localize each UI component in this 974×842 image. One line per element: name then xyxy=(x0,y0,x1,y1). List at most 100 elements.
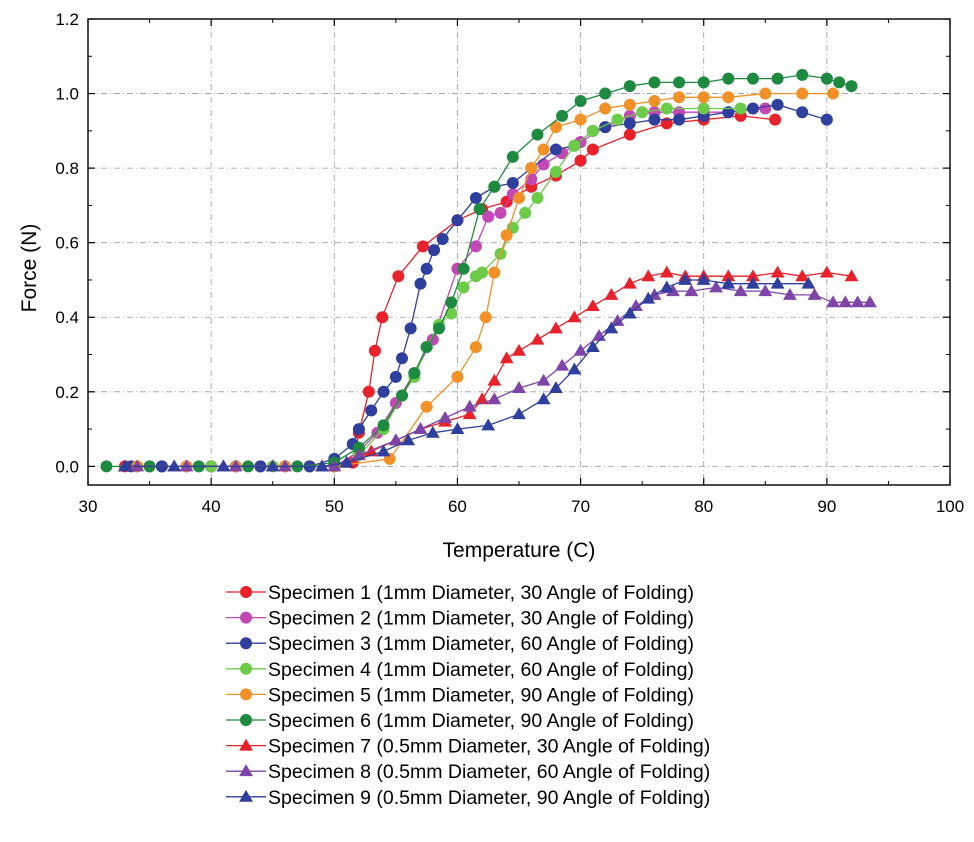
data-point xyxy=(228,459,243,472)
data-point xyxy=(585,340,600,353)
data-point xyxy=(568,139,581,152)
data-point xyxy=(512,407,526,420)
data-point xyxy=(678,273,693,285)
data-point xyxy=(481,418,496,431)
data-point xyxy=(530,332,545,345)
data-point xyxy=(844,269,859,282)
data-point xyxy=(827,87,840,100)
data-point xyxy=(759,102,772,115)
data-point xyxy=(376,444,391,457)
legend-item: Specimen 4 (1mm Diameter, 60 Angle of Fo… xyxy=(226,659,694,681)
data-point xyxy=(722,72,735,85)
data-point xyxy=(845,80,858,93)
data-point xyxy=(377,385,390,398)
data-point xyxy=(734,102,747,115)
legend-item: Specimen 3 (1mm Diameter, 60 Angle of Fo… xyxy=(226,633,694,655)
data-point xyxy=(556,109,569,122)
legend-marker xyxy=(240,637,252,650)
data-point xyxy=(537,143,550,156)
data-point xyxy=(414,277,427,290)
data-point xyxy=(167,459,182,472)
data-point xyxy=(445,307,458,320)
data-point xyxy=(487,373,502,386)
data-point xyxy=(451,214,464,227)
data-point xyxy=(401,433,416,446)
grid xyxy=(88,19,950,485)
data-point xyxy=(531,128,544,141)
data-point xyxy=(696,273,711,285)
data-point xyxy=(506,177,519,190)
legend: Specimen 1 (1mm Diameter, 30 Angle of Fo… xyxy=(226,582,710,809)
data-point xyxy=(648,95,661,108)
data-point xyxy=(100,460,113,473)
data-point xyxy=(482,210,495,223)
data-point xyxy=(475,392,489,405)
data-point xyxy=(746,102,759,115)
data-point xyxy=(648,113,661,126)
legend-label: Specimen 2 (1mm Diameter, 30 Angle of Fo… xyxy=(268,608,694,630)
data-point xyxy=(519,206,532,219)
data-point xyxy=(549,143,562,156)
data-point xyxy=(636,106,649,119)
data-point xyxy=(666,284,680,297)
data-point xyxy=(833,76,846,89)
data-point xyxy=(549,121,562,134)
y-tick-label: 0.8 xyxy=(55,159,79,178)
data-point xyxy=(673,113,686,126)
data-point xyxy=(796,87,809,100)
data-point xyxy=(352,423,365,436)
data-point xyxy=(130,459,145,472)
legend-item: Specimen 1 (1mm Diameter, 30 Angle of Fo… xyxy=(226,582,694,604)
data-point xyxy=(771,72,784,85)
data-point xyxy=(512,343,526,356)
data-point xyxy=(536,373,551,386)
data-point xyxy=(428,244,441,257)
data-point xyxy=(660,117,673,130)
series-line xyxy=(137,286,870,468)
data-point xyxy=(567,310,582,323)
data-point xyxy=(807,287,822,300)
data-point xyxy=(376,311,389,324)
legend-marker xyxy=(239,764,253,777)
data-point xyxy=(623,117,636,130)
data-point xyxy=(795,269,810,282)
data-point xyxy=(629,299,643,312)
legend-label: Specimen 6 (1mm Diameter, 90 Angle of Fo… xyxy=(268,710,694,732)
data-point xyxy=(462,407,477,420)
data-point xyxy=(362,385,375,398)
data-point xyxy=(574,154,587,167)
data-point xyxy=(796,68,809,81)
data-point xyxy=(586,124,599,137)
series-7 xyxy=(118,265,859,472)
data-point xyxy=(567,362,582,375)
data-point xyxy=(746,72,759,85)
x-tick-label: 40 xyxy=(202,497,221,516)
data-point xyxy=(771,98,784,111)
data-point xyxy=(733,284,748,297)
data-point xyxy=(451,370,464,383)
data-point xyxy=(623,98,636,111)
legend-label: Specimen 4 (1mm Diameter, 60 Angle of Fo… xyxy=(268,659,694,681)
x-tick-label: 60 xyxy=(448,497,467,516)
y-tick-label: 0.4 xyxy=(55,308,79,327)
data-point xyxy=(352,441,365,454)
data-point xyxy=(623,80,636,93)
data-point xyxy=(641,269,656,282)
data-point xyxy=(574,113,587,126)
data-point xyxy=(462,399,477,412)
data-point xyxy=(432,322,445,335)
x-tick-label: 100 xyxy=(936,497,964,516)
data-point xyxy=(758,284,773,297)
data-point xyxy=(118,459,132,472)
data-point xyxy=(769,113,782,126)
data-point xyxy=(641,291,656,304)
legend-item: Specimen 7 (0.5mm Diameter, 30 Angle of … xyxy=(226,736,710,758)
data-point xyxy=(863,295,877,308)
data-point xyxy=(820,113,833,126)
data-point xyxy=(513,191,525,204)
data-point xyxy=(555,358,569,371)
data-point xyxy=(420,341,433,354)
data-point xyxy=(574,95,587,108)
data-point xyxy=(392,270,405,283)
